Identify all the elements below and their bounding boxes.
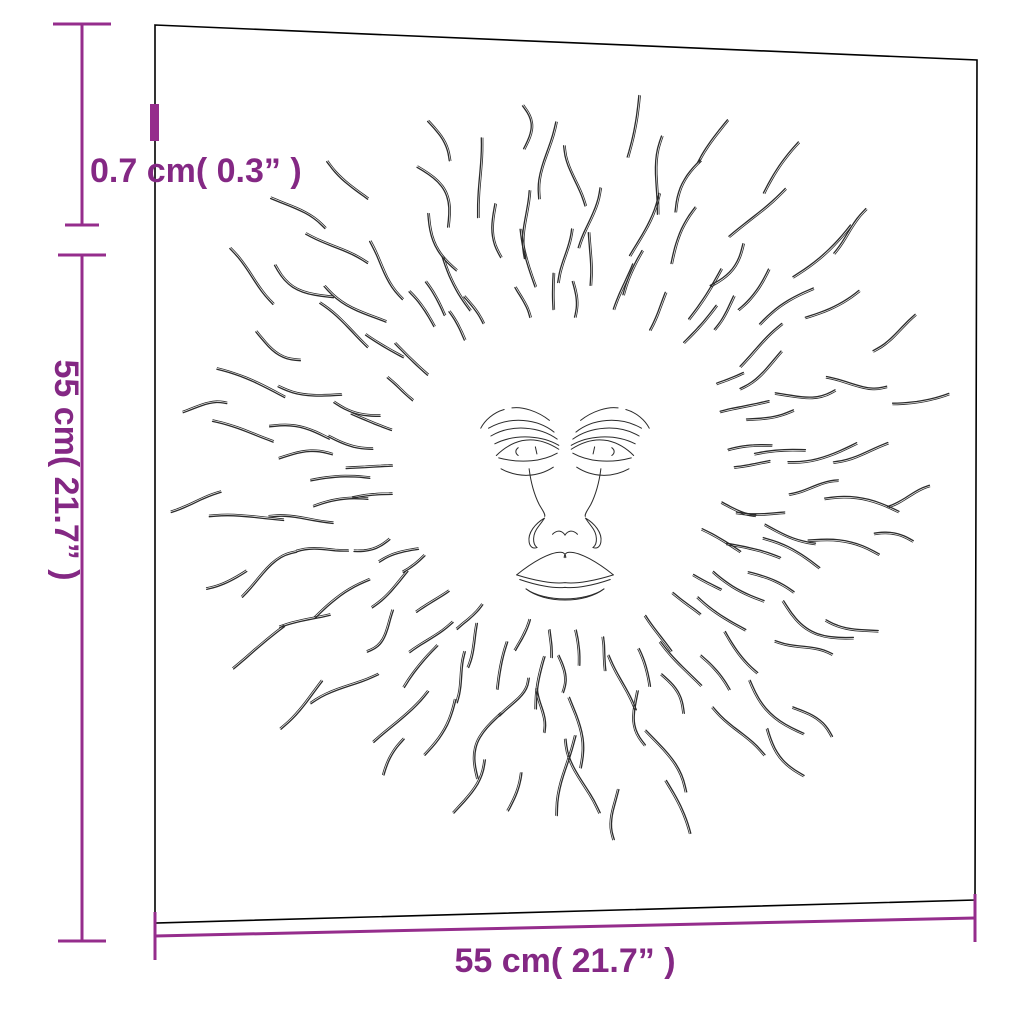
- svg-text:55 cm( 21.7” ): 55 cm( 21.7” ): [454, 942, 675, 980]
- svg-text:0.7 cm( 0.3” ): 0.7 cm( 0.3” ): [90, 152, 302, 190]
- svg-text:55 cm( 21.7” ): 55 cm( 21.7” ): [47, 359, 85, 580]
